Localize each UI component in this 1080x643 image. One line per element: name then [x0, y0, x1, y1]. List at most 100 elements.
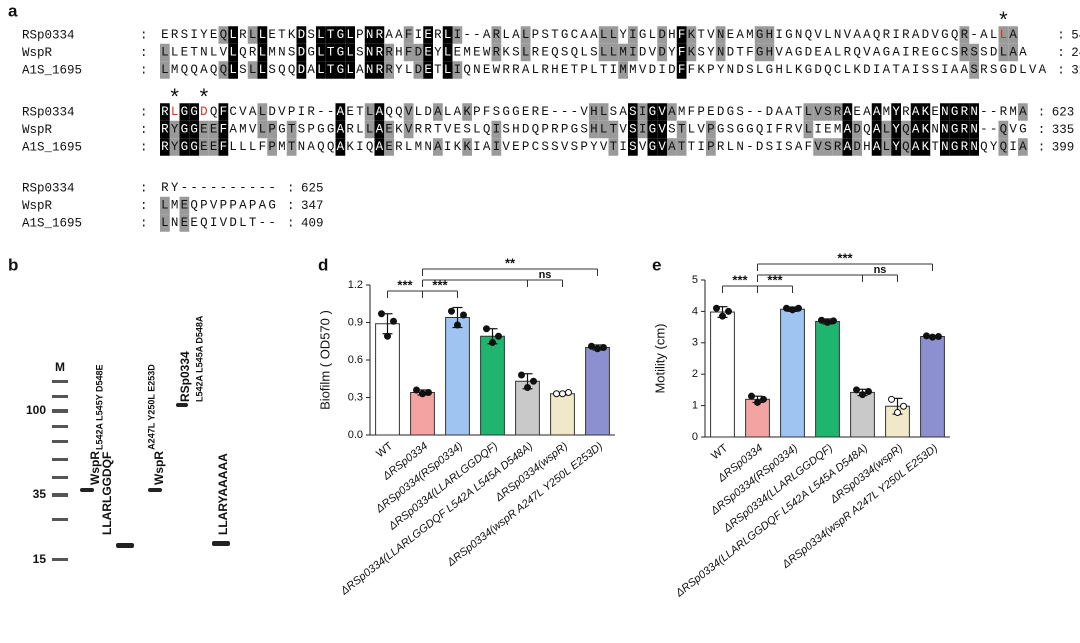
data-point — [413, 386, 420, 394]
sequence-name: RSp0334 — [22, 105, 75, 119]
residue-end: 543 — [1071, 28, 1080, 42]
residue-shade — [403, 120, 414, 139]
residue-shade — [335, 43, 346, 62]
data-point — [454, 321, 461, 329]
bar — [780, 308, 805, 438]
y-tick-label: 0.3 — [348, 391, 363, 403]
marker-lane-label: M — [55, 360, 65, 374]
sequence-name: RSp0334 — [22, 28, 75, 42]
residue-shade — [764, 43, 775, 62]
residue-shade — [345, 26, 355, 44]
residue-shade — [403, 103, 414, 121]
residue-shade — [442, 26, 453, 44]
residue-shade — [442, 61, 453, 79]
data-point — [748, 392, 755, 400]
residue-shade — [901, 138, 911, 156]
sequence-name: A1S_1695 — [22, 63, 82, 77]
separator: : — [140, 105, 148, 119]
residue-shade — [998, 120, 1009, 139]
significance-label: ns — [539, 269, 552, 281]
data-point — [859, 391, 866, 399]
panel-label: b — [8, 255, 18, 274]
bar — [850, 391, 875, 438]
residue-shade — [491, 138, 502, 156]
lane-label: LLARYAAAAA — [216, 453, 230, 535]
separator: : — [287, 181, 295, 195]
residue-shade — [218, 138, 229, 156]
residue-shade — [491, 120, 502, 139]
sequence-name: A1S_1695 — [22, 140, 82, 154]
data-point — [600, 344, 607, 351]
separator: : — [287, 199, 295, 213]
residue-shade — [998, 138, 1009, 156]
y-axis-label: Biofilm ( OD570 ) — [317, 310, 332, 410]
panel-label: a — [8, 1, 18, 20]
residue-shade — [257, 26, 268, 44]
residue-shade — [949, 120, 960, 139]
residue-shade — [335, 103, 346, 121]
residue-shade — [813, 138, 823, 156]
residue-shade — [1018, 138, 1028, 156]
residue-shade — [657, 120, 667, 139]
residue-shade — [608, 43, 619, 62]
residue-shade — [403, 43, 414, 62]
y-tick-label: 0 — [692, 431, 698, 443]
residue-end: 311 — [1071, 63, 1080, 77]
residue-shade — [706, 138, 716, 156]
marker-size: 35 — [33, 487, 47, 501]
residue-shade — [452, 26, 463, 44]
band — [80, 488, 94, 492]
ladder — [52, 380, 68, 561]
sequence-name: A1S_1695 — [22, 216, 82, 230]
residue-shade — [374, 138, 385, 156]
residue-shade — [598, 103, 609, 121]
data-point — [760, 395, 767, 403]
residue-shade — [296, 61, 307, 79]
panel-label: e — [652, 255, 661, 274]
residue-shade — [881, 138, 892, 156]
data-point — [495, 332, 502, 340]
residue-end: 248 — [1071, 46, 1080, 60]
residue-shade — [959, 26, 970, 44]
data-point — [795, 304, 802, 312]
residue-shade — [364, 26, 375, 44]
ladder-band — [52, 558, 68, 561]
residue-shade — [364, 61, 375, 79]
residue-shade — [218, 120, 229, 139]
y-tick-label: 0.0 — [348, 429, 363, 441]
separator: : — [1038, 123, 1046, 137]
sequence-name: WspR — [22, 46, 53, 60]
lane-name: LLARLGGDQF — [100, 452, 114, 535]
data-point — [378, 310, 385, 318]
residue-shade — [335, 120, 346, 139]
residue-shade — [423, 26, 433, 44]
residue-shade — [647, 120, 658, 139]
bar — [710, 311, 735, 438]
separator: : — [1038, 105, 1046, 119]
residue-shade — [940, 103, 950, 121]
separator: : — [140, 140, 148, 154]
lane-superscript: A247L Y250L E253D — [146, 364, 156, 450]
residue-shade — [910, 103, 921, 121]
residue-shade — [228, 61, 238, 79]
ladder-band — [52, 409, 68, 413]
residue-shade — [803, 120, 814, 139]
residue-shade — [667, 138, 677, 156]
residue-shade — [598, 26, 609, 44]
data-point — [725, 307, 732, 315]
bar — [550, 393, 575, 436]
residue-shade — [676, 138, 687, 156]
residue-shade — [247, 61, 258, 79]
y-tick-label: 1 — [692, 400, 698, 412]
data-point — [923, 332, 930, 340]
residue-shade — [316, 43, 326, 62]
residue-shade — [832, 138, 843, 156]
band — [212, 541, 230, 546]
residue-shade — [959, 103, 970, 121]
data-point — [448, 307, 455, 315]
residue-shade — [998, 26, 1009, 44]
data-point — [865, 387, 872, 395]
